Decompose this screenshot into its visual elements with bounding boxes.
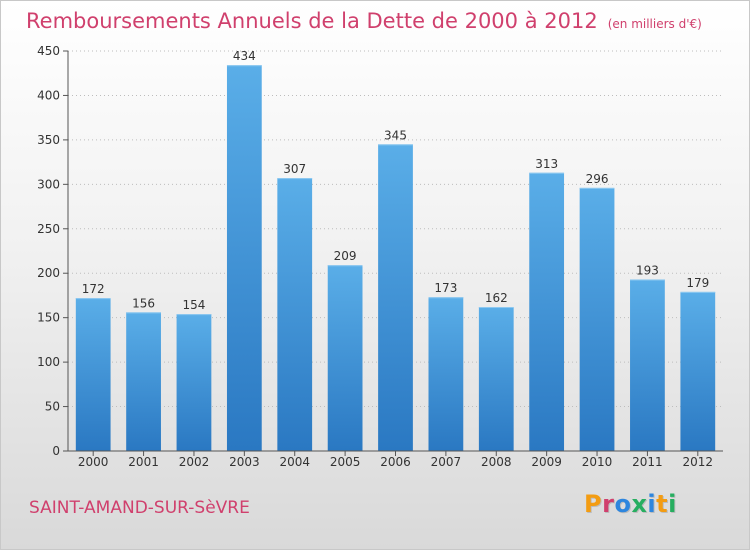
bar-value-label: 296 [586,172,609,186]
bar-2006[interactable] [378,144,413,452]
bar-value-label: 173 [434,281,457,295]
bar-value-label: 193 [636,263,659,277]
bar-2008[interactable] [478,307,514,451]
bar-2004[interactable] [277,178,313,451]
logo-letter: o [614,490,632,518]
y-tick-label: 200 [37,266,60,280]
x-tick-label: 2000 [78,455,109,469]
proxiti-logo[interactable]: Proxiti [584,490,677,518]
bar-2002[interactable] [176,314,212,451]
logo-letter: P [584,490,603,518]
x-tick-label: 2009 [531,455,562,469]
x-tick-label: 2004 [279,455,310,469]
x-tick-label: 2003 [229,455,260,469]
x-tick-label: 2005 [330,455,361,469]
bar-value-label: 307 [283,162,306,176]
bar-2012[interactable] [680,291,716,451]
bar-2009[interactable] [529,172,565,451]
bar-value-label: 162 [485,291,508,305]
bar-value-label: 154 [183,298,206,312]
logo-letter: r [602,490,615,518]
y-tick-label: 150 [37,311,60,325]
x-tick-label: 2001 [128,455,159,469]
y-tick-label: 0 [52,444,60,458]
logo-letter: t [656,490,669,518]
y-tick-label: 100 [37,355,60,369]
town-name: SAINT-AMAND-SUR-SèVRE [29,498,250,518]
logo-letter: x [631,490,648,518]
logo-letter: i [647,490,657,518]
x-tick-label: 2006 [380,455,411,469]
chart-title: Remboursements Annuels de la Dette de 20… [26,9,702,33]
bar-2001[interactable] [126,312,161,451]
bars [75,65,716,452]
x-tick-label: 2011 [632,455,663,469]
bar-value-label: 209 [334,249,357,263]
x-tick-label: 2012 [683,455,714,469]
bar-2010[interactable] [579,187,615,451]
bar-value-label: 313 [535,157,558,171]
y-tick-label: 250 [37,222,60,236]
bar-value-label: 156 [132,296,155,310]
bar-value-label: 172 [82,282,105,296]
x-tick-label: 2008 [481,455,512,469]
unit-label: (en milliers d'€) [607,17,702,31]
bar-value-label: 345 [384,128,407,142]
title-text: Remboursements Annuels de la Dette de 20… [26,9,598,33]
logo-letter: i [668,490,677,518]
bar-2000[interactable] [75,298,111,451]
y-tick-label: 450 [37,44,60,58]
y-tick-label: 300 [37,177,60,191]
bar-2003[interactable] [226,65,262,451]
labels: 0 50 100 150 200 250 300 350 400 450 172 2000 156 200… [37,44,713,469]
y-tick-label: 400 [37,88,60,102]
y-tick-label: 50 [45,400,60,414]
x-tick-label: 2007 [431,455,462,469]
bar-2011[interactable] [630,279,665,451]
axes [63,50,723,456]
x-tick-label: 2002 [179,455,210,469]
x-tick-label: 2010 [582,455,613,469]
bar-2005[interactable] [327,265,363,451]
bar-2007[interactable] [428,297,464,451]
bar-value-label: 434 [233,49,256,63]
y-tick-label: 350 [37,133,60,147]
bar-value-label: 179 [686,276,709,290]
